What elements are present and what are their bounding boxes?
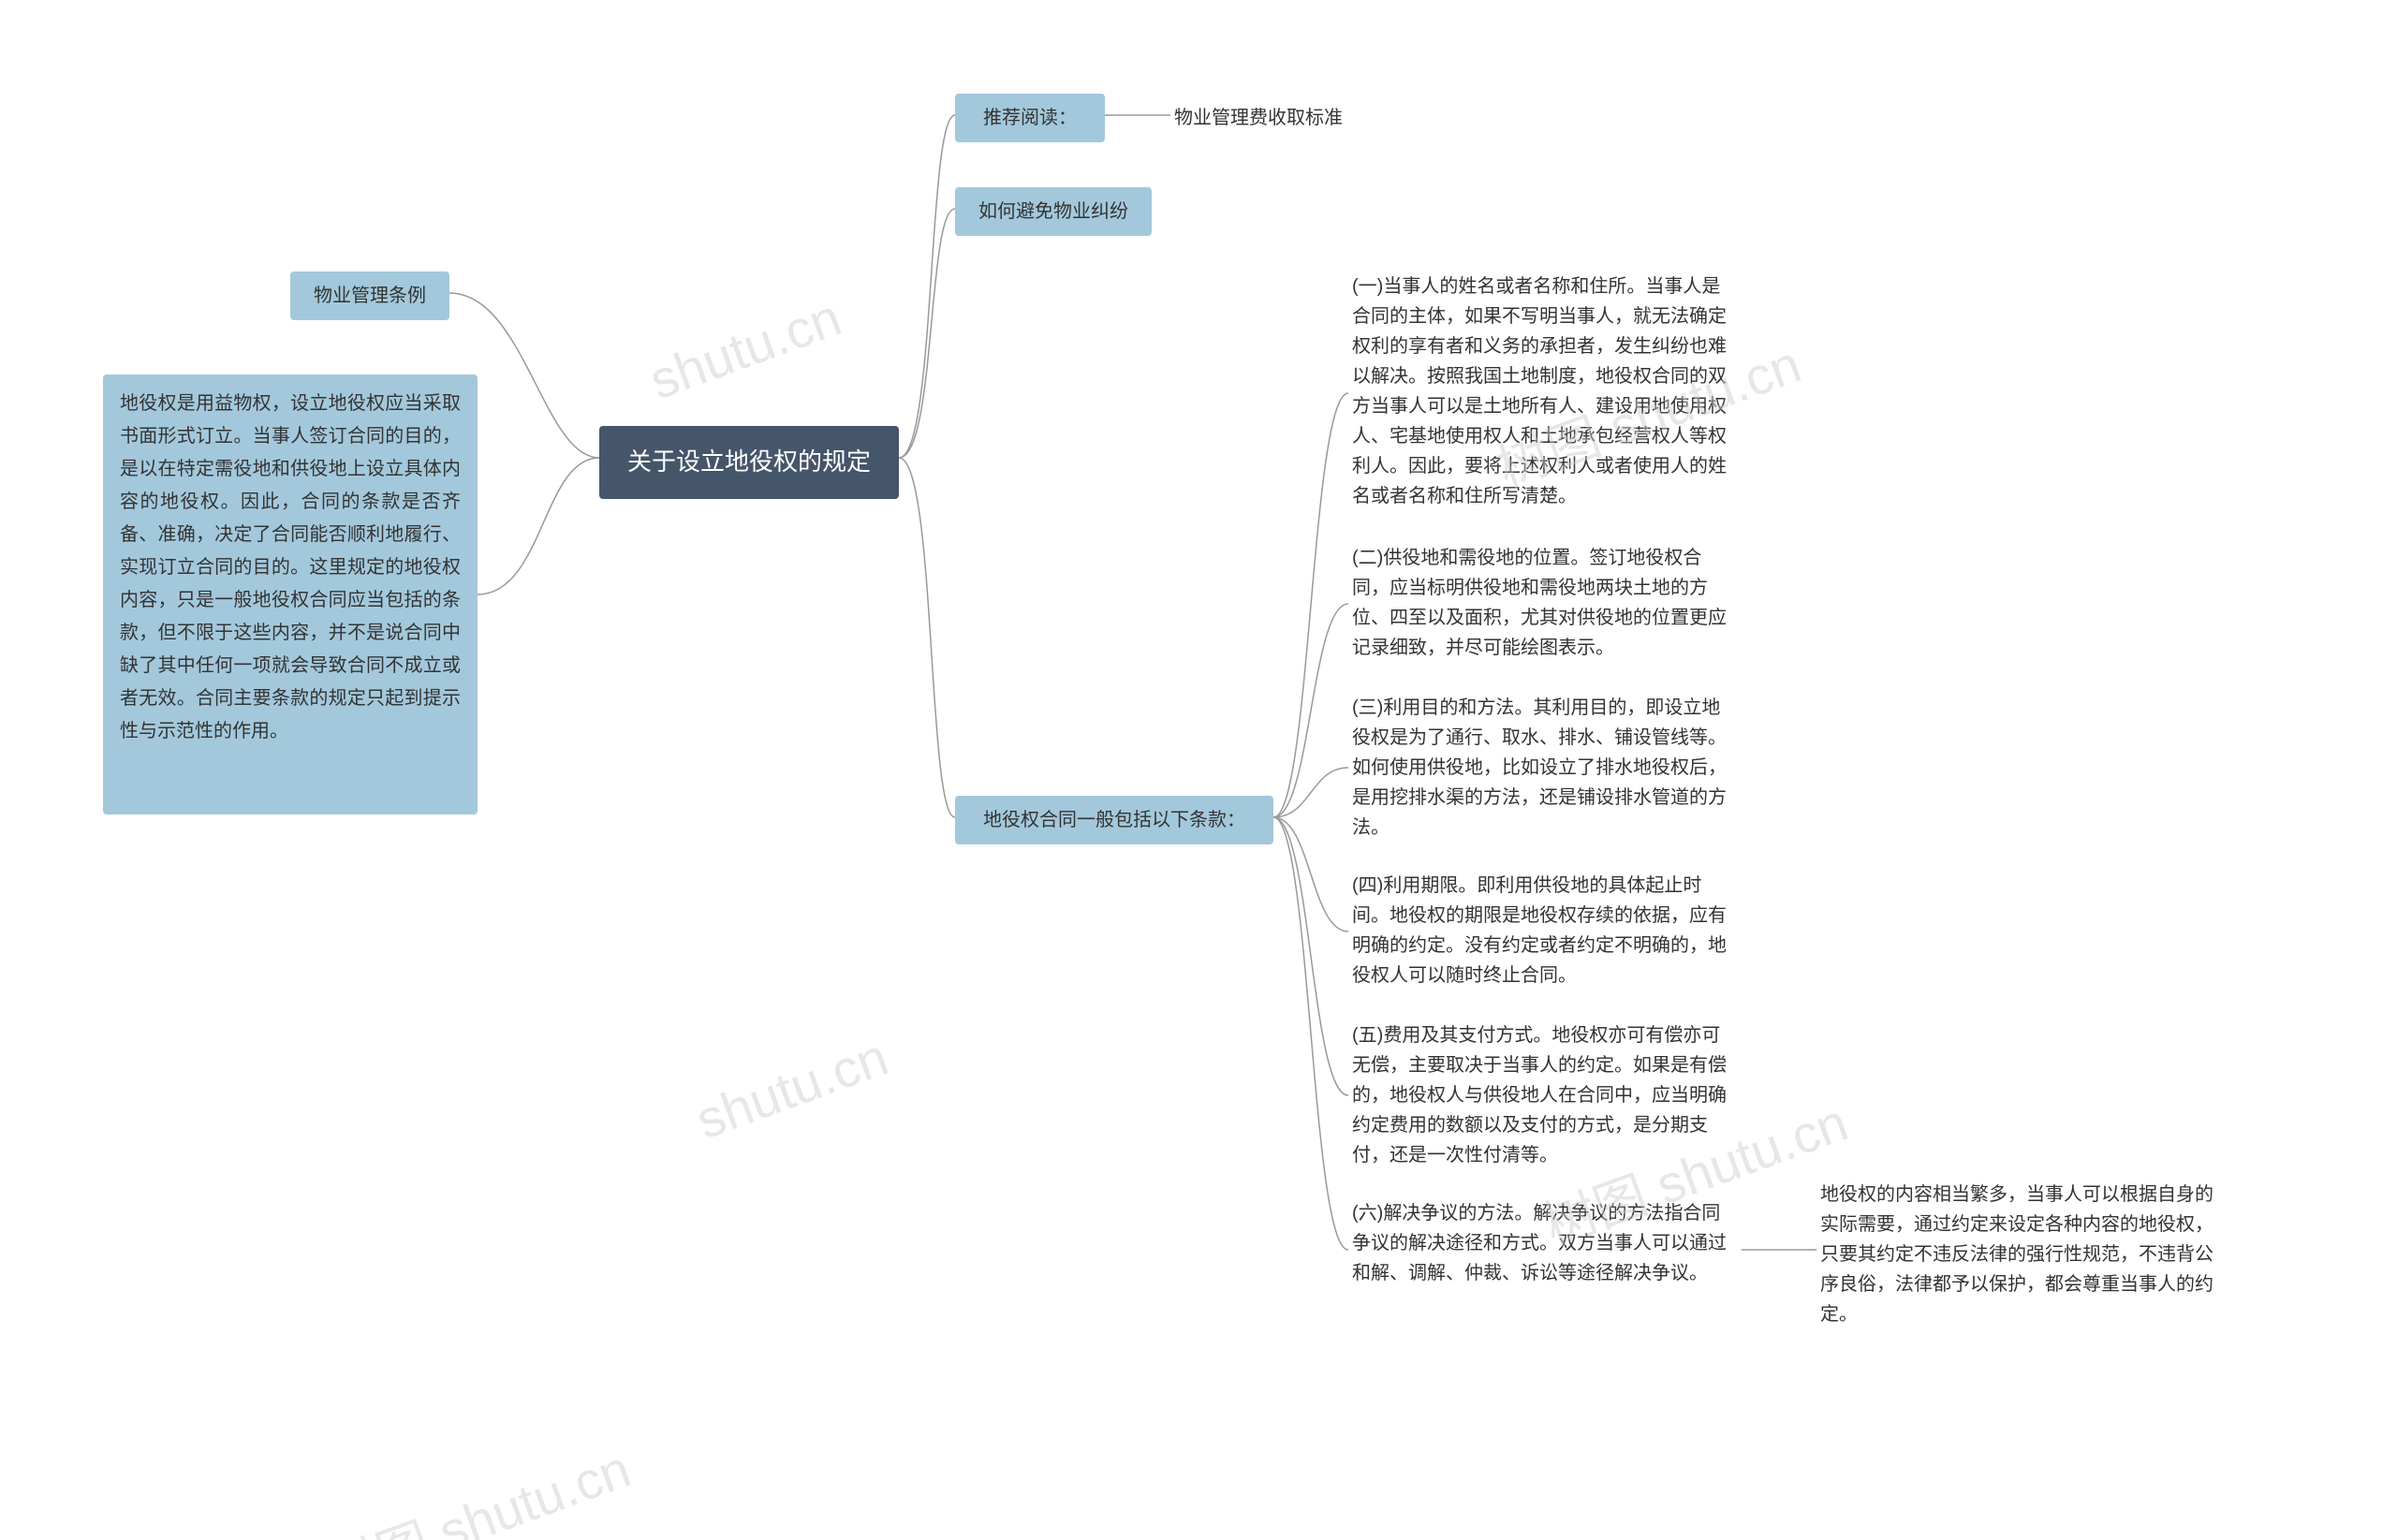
clause-item[interactable]: (二)供役地和需役地的位置。签订地役权合同，应当标明供役地和需役地两块土地的方位… (1348, 543, 1742, 665)
recommend-child[interactable]: 物业管理费收取标准 (1170, 103, 1414, 133)
watermark: shutu.cn (688, 1026, 895, 1151)
watermark: shutu.cn (641, 286, 848, 411)
clauses-node[interactable]: 地役权合同一般包括以下条款： (955, 796, 1273, 844)
root-node[interactable]: 关于设立地役权的规定 (599, 426, 899, 499)
recommend-node[interactable]: 推荐阅读： (955, 94, 1105, 142)
clause-item[interactable]: (三)利用目的和方法。其利用目的，即设立地役权是为了通行、取水、排水、铺设管线等… (1348, 693, 1742, 843)
avoid-dispute-node[interactable]: 如何避免物业纠纷 (955, 187, 1152, 236)
left-body-node[interactable]: 地役权是用益物权，设立地役权应当采取书面形式订立。当事人签订合同的目的，是以在特… (103, 374, 478, 814)
watermark: 树图 shutu.cn (315, 1427, 640, 1540)
clause-note[interactable]: 地役权的内容相当繁多，当事人可以根据自身的实际需要，通过约定来设定各种内容的地役… (1816, 1180, 2228, 1329)
left-regulation-node[interactable]: 物业管理条例 (290, 271, 449, 320)
clause-item[interactable]: (四)利用期限。即利用供役地的具体起止时间。地役权的期限是地役权存续的依据，应有… (1348, 871, 1742, 992)
mindmap-canvas: 关于设立地役权的规定 物业管理条例 地役权是用益物权，设立地役权应当采取书面形式… (0, 0, 2397, 1540)
